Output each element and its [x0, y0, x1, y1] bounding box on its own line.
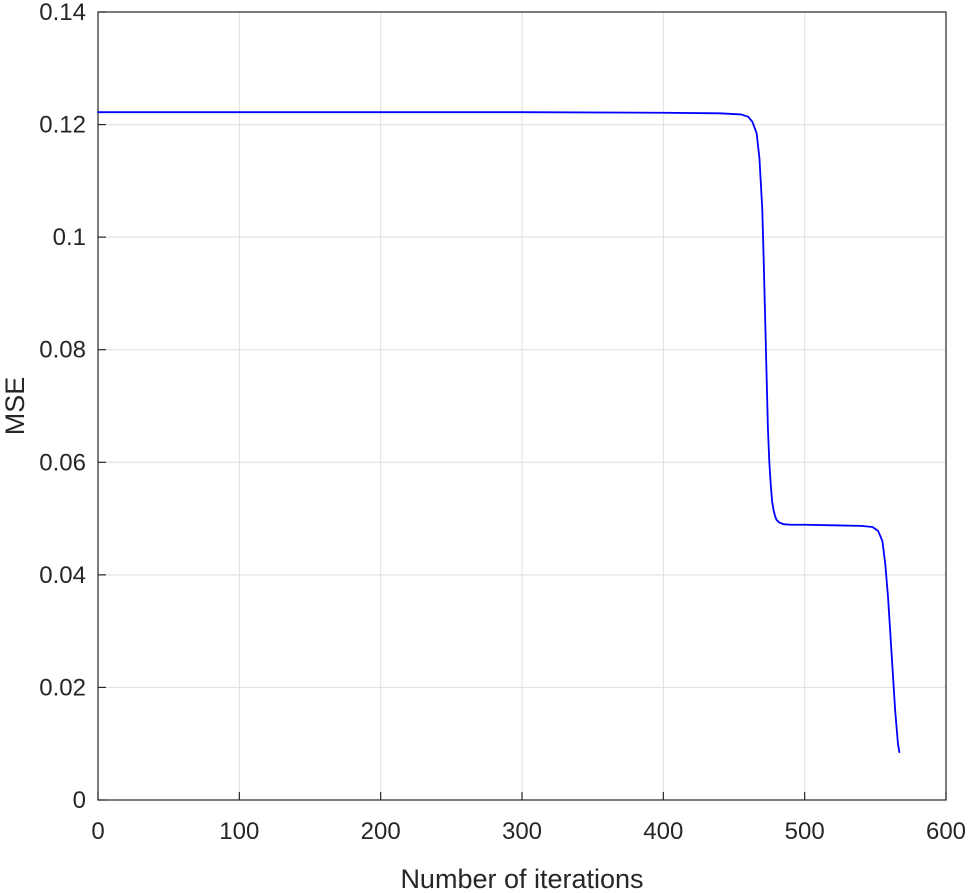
- y-tick-label: 0.06: [39, 449, 86, 476]
- x-axis-label: Number of iterations: [400, 864, 643, 893]
- y-axis-ticks: 0 0.02 0.04 0.06 0.08 0.1 0.12 0.14: [39, 0, 106, 814]
- x-tick-label: 300: [502, 818, 542, 845]
- x-tick-label: 200: [361, 818, 401, 845]
- grid: [97, 11, 947, 801]
- y-tick-label: 0.08: [39, 337, 86, 364]
- y-tick-label: 0.04: [39, 562, 86, 589]
- series-layer: [97, 111, 901, 754]
- y-tick-label: 0: [73, 787, 86, 814]
- y-tick-label: 0.12: [39, 112, 86, 139]
- x-tick-label: 500: [785, 818, 825, 845]
- x-tick-label: 400: [643, 818, 683, 845]
- x-axis-ticks: 0 100 200 300 400 500 600: [91, 792, 966, 845]
- y-tick-label: 0.14: [39, 0, 86, 26]
- x-tick-label: 0: [91, 818, 104, 845]
- mse-series-line: [97, 111, 901, 754]
- x-tick-label: 100: [219, 818, 259, 845]
- x-tick-label: 600: [926, 818, 966, 845]
- y-tick-label: 0.1: [53, 224, 86, 251]
- y-axis-label: MSE: [0, 377, 30, 436]
- y-tick-label: 0.02: [39, 674, 86, 701]
